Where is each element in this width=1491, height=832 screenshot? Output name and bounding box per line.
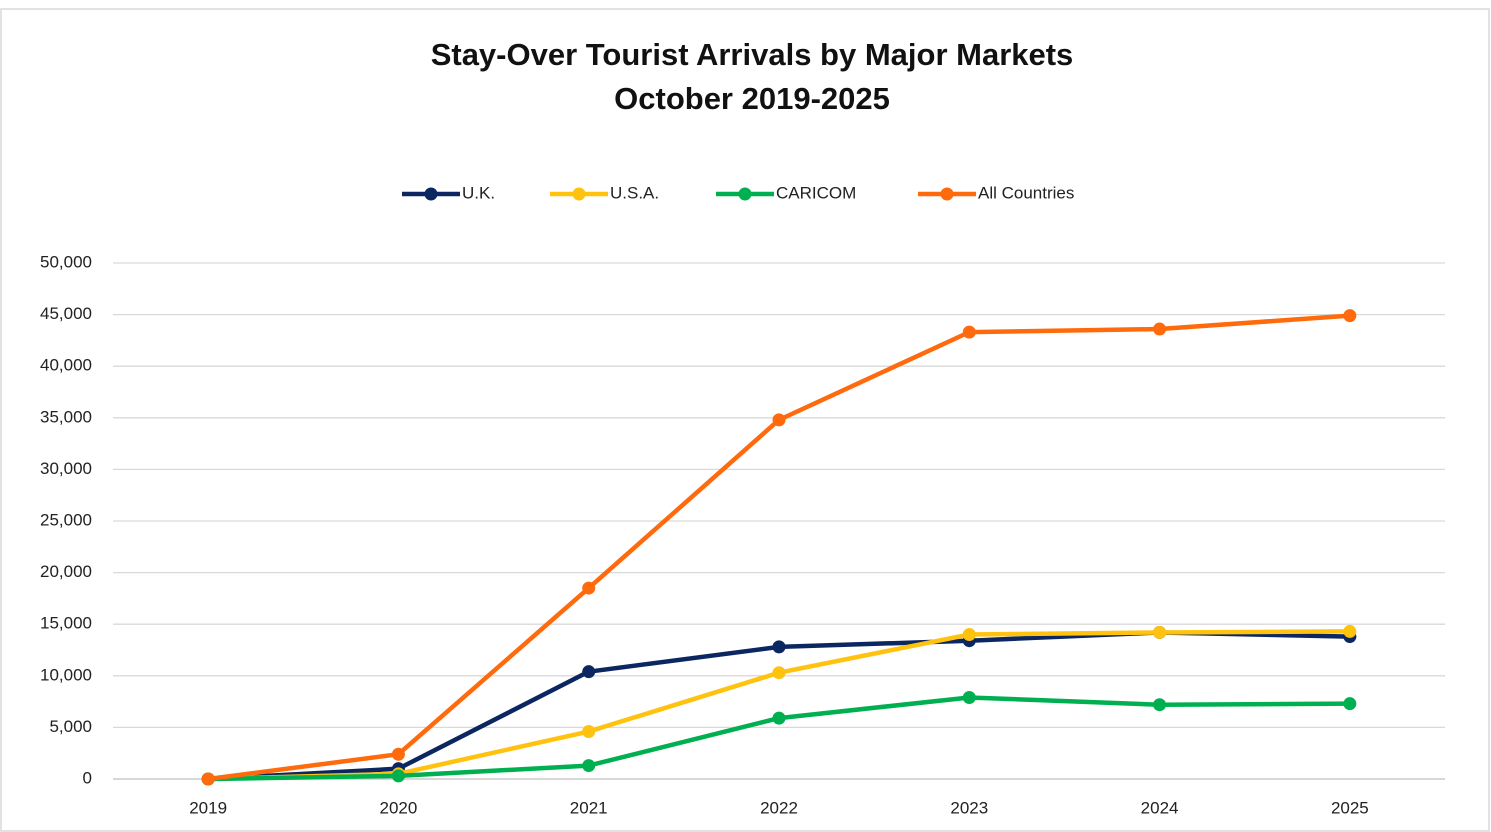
x-tick-label: 2024 — [1141, 798, 1179, 817]
y-tick-label: 40,000 — [40, 356, 92, 375]
y-tick-label: 0 — [83, 768, 92, 787]
legend-label: All Countries — [978, 183, 1074, 202]
x-tick-label: 2019 — [189, 798, 227, 817]
legend-marker — [738, 187, 752, 201]
y-tick-label: 20,000 — [40, 562, 92, 581]
y-tick-label: 30,000 — [40, 459, 92, 478]
legend-marker — [940, 187, 954, 201]
point-marker — [582, 581, 596, 595]
chart-frame — [0, 8, 1490, 832]
point-marker — [582, 665, 596, 679]
legend-marker — [572, 187, 586, 201]
chart-subtitle: October 2019-2025 — [614, 81, 890, 116]
point-marker — [1343, 309, 1357, 323]
point-marker — [772, 666, 786, 680]
x-tick-label: 2023 — [950, 798, 988, 817]
point-marker — [1153, 322, 1167, 336]
point-marker — [772, 413, 786, 427]
y-tick-label: 15,000 — [40, 614, 92, 633]
x-tick-label: 2025 — [1331, 798, 1369, 817]
y-tick-label: 5,000 — [49, 717, 92, 736]
point-marker — [1153, 625, 1167, 639]
point-marker — [1343, 697, 1357, 711]
point-marker — [1153, 698, 1167, 712]
point-marker — [391, 747, 405, 761]
y-tick-label: 10,000 — [40, 665, 92, 684]
point-marker — [1343, 624, 1357, 638]
point-marker — [582, 725, 596, 739]
legend-label: CARICOM — [776, 183, 856, 202]
y-tick-label: 35,000 — [40, 407, 92, 426]
y-tick-label: 50,000 — [40, 252, 92, 271]
point-marker — [962, 628, 976, 642]
legend-label: U.K. — [462, 183, 495, 202]
y-tick-label: 25,000 — [40, 510, 92, 529]
point-marker — [582, 759, 596, 773]
x-tick-label: 2021 — [570, 798, 608, 817]
point-marker — [962, 325, 976, 339]
chart-title: Stay-Over Tourist Arrivals by Major Mark… — [431, 37, 1074, 72]
legend-marker — [424, 187, 438, 201]
point-marker — [391, 769, 405, 783]
legend-label: U.S.A. — [610, 183, 659, 202]
x-tick-label: 2022 — [760, 798, 798, 817]
point-marker — [772, 711, 786, 725]
y-tick-label: 45,000 — [40, 304, 92, 323]
point-marker — [201, 772, 215, 786]
point-marker — [772, 640, 786, 654]
point-marker — [962, 690, 976, 704]
x-tick-label: 2020 — [380, 798, 418, 817]
